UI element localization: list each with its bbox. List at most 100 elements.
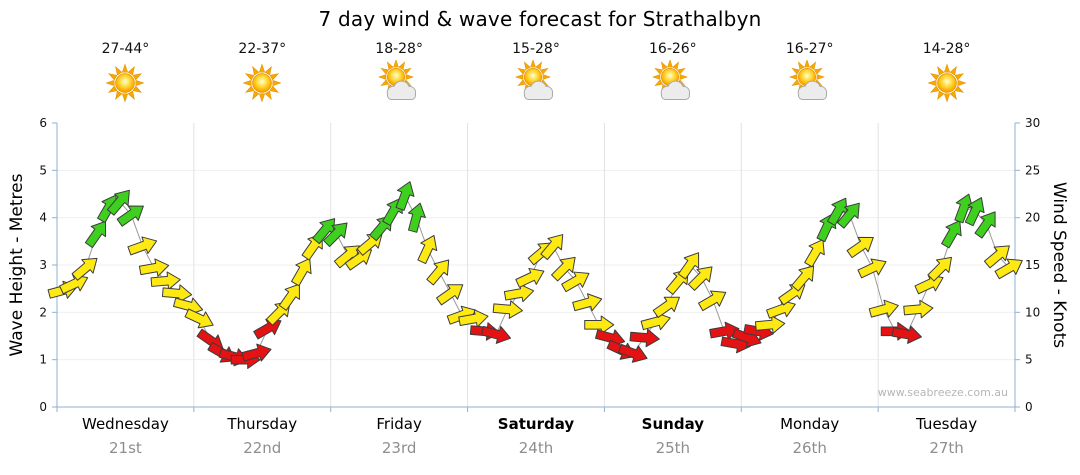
wind-arrow: [903, 299, 934, 319]
partly-cloudy-icon: [604, 60, 741, 110]
wind-arrow: [503, 283, 535, 303]
wind-arrow: [106, 189, 130, 216]
wind-arrow: [697, 290, 727, 312]
wind-arrow: [791, 265, 815, 292]
wind-arrow: [71, 257, 98, 281]
day-date: 21st: [109, 439, 142, 457]
wind-arrow: [417, 234, 438, 265]
right-axis-tick-label: 25: [1025, 163, 1040, 177]
left-axis-label: Wave Height - Metres: [7, 173, 27, 357]
wind-arrow: [572, 293, 603, 312]
wind-arrow: [278, 283, 300, 311]
wind-arrow: [584, 315, 615, 335]
wind-arrow: [827, 197, 848, 226]
day-date: 27th: [929, 439, 964, 457]
left-axis-tick-label: 6: [39, 116, 47, 130]
day-name: Thursday: [227, 415, 298, 433]
temperature-range: 18-28°: [375, 41, 423, 57]
temperature-range: 16-26°: [649, 41, 697, 57]
wind-arrow: [84, 220, 107, 249]
axes: 0 1 2 3 4 5 6 0 5 10 15 20 25 30: [39, 116, 1040, 414]
wind-arrow: [551, 256, 576, 282]
day-date: 25th: [655, 439, 691, 457]
day-name: Monday: [780, 415, 840, 433]
wind-arrow: [766, 299, 796, 319]
left-axis-tick-label: 0: [39, 400, 47, 414]
left-axis-tick-label: 3: [39, 258, 47, 272]
wind-arrow: [994, 258, 1023, 280]
wind-arrow: [891, 325, 922, 344]
wind-arrow: [492, 300, 523, 319]
temperature-range: 14-28°: [922, 41, 971, 57]
day-date: 26th: [792, 439, 827, 457]
wind-arrow: [846, 236, 874, 259]
right-axis-tick-label: 30: [1025, 116, 1040, 130]
wind-arrow: [344, 249, 373, 271]
day-name: Wednesday: [82, 415, 169, 433]
wind-arrow: [687, 266, 713, 291]
wind-arrow: [290, 257, 312, 287]
wind-arrow: [127, 236, 158, 256]
wind-arrow: [561, 271, 590, 293]
wind-arrow: [804, 239, 825, 268]
sunny-icon: [878, 60, 1015, 110]
wind-arrow: [617, 343, 648, 363]
wind-arrow: [436, 284, 464, 306]
day-name: Tuesday: [916, 415, 978, 433]
watermark: www.seabreeze.com.au: [877, 386, 1008, 399]
left-axis-tick-label: 2: [39, 305, 47, 319]
wind-arrow: [677, 252, 700, 280]
day-name: Sunday: [641, 415, 705, 433]
right-axis-tick-label: 0: [1025, 400, 1033, 414]
wind-arrow: [964, 197, 985, 227]
day-date: 22nd: [243, 439, 282, 457]
wind-arrow: [868, 299, 899, 318]
wind-arrows: [47, 181, 1023, 369]
partly-cloudy-icon: [331, 60, 468, 110]
wind-arrow: [458, 309, 489, 328]
day-name: Friday: [376, 415, 422, 433]
wind-arrow: [407, 202, 426, 233]
left-axis-tick-label: 5: [39, 163, 47, 177]
wind-arrow: [161, 284, 193, 303]
wind-arrow: [974, 211, 996, 239]
wind-arrow: [941, 220, 962, 249]
day-date: 24th: [518, 439, 554, 457]
wind-arrow: [116, 205, 144, 227]
wind-arrow: [515, 267, 545, 288]
right-axis-tick-label: 20: [1025, 211, 1040, 225]
wind-arrow: [395, 181, 415, 211]
wind-arrow: [754, 315, 786, 334]
wind-arrow: [983, 245, 1010, 269]
wind-arrow: [150, 271, 181, 290]
sunny-icon: [57, 60, 194, 110]
wind-arrow: [333, 245, 360, 269]
partly-cloudy-icon: [468, 60, 605, 110]
wind-arrow: [927, 256, 952, 282]
wind-arrow: [954, 193, 974, 224]
day-name: Saturday: [497, 415, 575, 433]
wind-arrow: [836, 202, 860, 229]
day-date: 23rd: [381, 439, 417, 457]
temperature-range: 15-28°: [512, 41, 560, 57]
wind-arrow: [184, 308, 214, 329]
right-axis-label: Wind Speed - Knots: [1049, 181, 1069, 349]
wind-arrow: [426, 259, 450, 286]
wind-arrow: [241, 343, 272, 362]
sunny-icon: [194, 60, 331, 110]
partly-cloudy-icon: [741, 60, 878, 110]
temperature-range: 27-44°: [101, 41, 150, 57]
right-axis-tick-label: 5: [1025, 353, 1033, 367]
temperature-range: 16-27°: [785, 41, 834, 57]
wind-arrow: [480, 325, 512, 344]
wind-arrow: [629, 328, 660, 348]
right-axis-tick-label: 15: [1025, 258, 1040, 272]
right-axis-tick-label: 10: [1025, 305, 1040, 319]
wind-arrow: [540, 234, 564, 261]
temperature-range: 22-37°: [238, 41, 287, 57]
wind-arrow: [652, 296, 680, 318]
left-axis-tick-label: 4: [39, 211, 47, 225]
chart-title: 7 day wind & wave forecast for Strathalb…: [318, 7, 762, 31]
